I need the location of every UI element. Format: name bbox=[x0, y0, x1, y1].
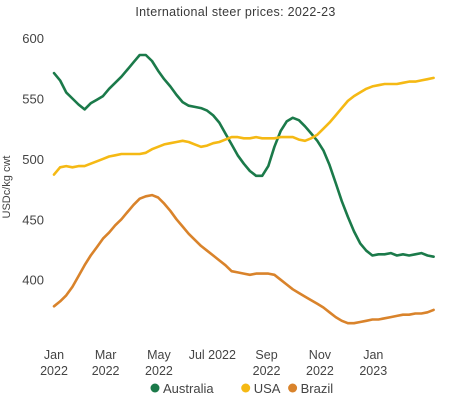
x-tick-label-year: 2022 bbox=[40, 364, 68, 378]
legend-label-australia: Australia bbox=[163, 381, 214, 396]
legend-label-usa: USA bbox=[254, 381, 281, 396]
legend-label-brazil: Brazil bbox=[301, 381, 334, 396]
x-tick-label: Jan bbox=[44, 348, 64, 362]
y-axis-title: USDc/kg cwt bbox=[1, 156, 13, 219]
x-tick-label: Sep bbox=[255, 348, 277, 362]
x-tick-label-year: 2022 bbox=[92, 364, 120, 378]
series-line-brazil bbox=[52, 193, 435, 325]
y-tick-label: 600 bbox=[22, 31, 44, 46]
legend-marker-brazil bbox=[288, 383, 298, 393]
y-tick-label: 550 bbox=[22, 91, 44, 106]
x-tick-label-year: 2022 bbox=[306, 364, 334, 378]
series-line-australia bbox=[52, 53, 435, 259]
x-tick-label: Nov bbox=[309, 348, 332, 362]
chart-title: International steer prices: 2022-23 bbox=[135, 5, 336, 19]
x-tick-label-year: 2023 bbox=[359, 364, 387, 378]
x-tick-label: Mar bbox=[95, 348, 117, 362]
x-tick-label: Jan bbox=[363, 348, 383, 362]
legend-marker-australia bbox=[150, 383, 160, 393]
x-tick-label-year: 2022 bbox=[253, 364, 281, 378]
x-tick-label: Jul 2022 bbox=[189, 348, 236, 362]
series-line-usa bbox=[52, 76, 435, 176]
legend-marker-usa bbox=[241, 383, 251, 393]
y-tick-label: 400 bbox=[22, 273, 44, 288]
y-tick-label: 500 bbox=[22, 152, 44, 167]
y-tick-label: 450 bbox=[22, 212, 44, 227]
x-tick-label: May bbox=[147, 348, 171, 362]
x-tick-label-year: 2022 bbox=[145, 364, 173, 378]
